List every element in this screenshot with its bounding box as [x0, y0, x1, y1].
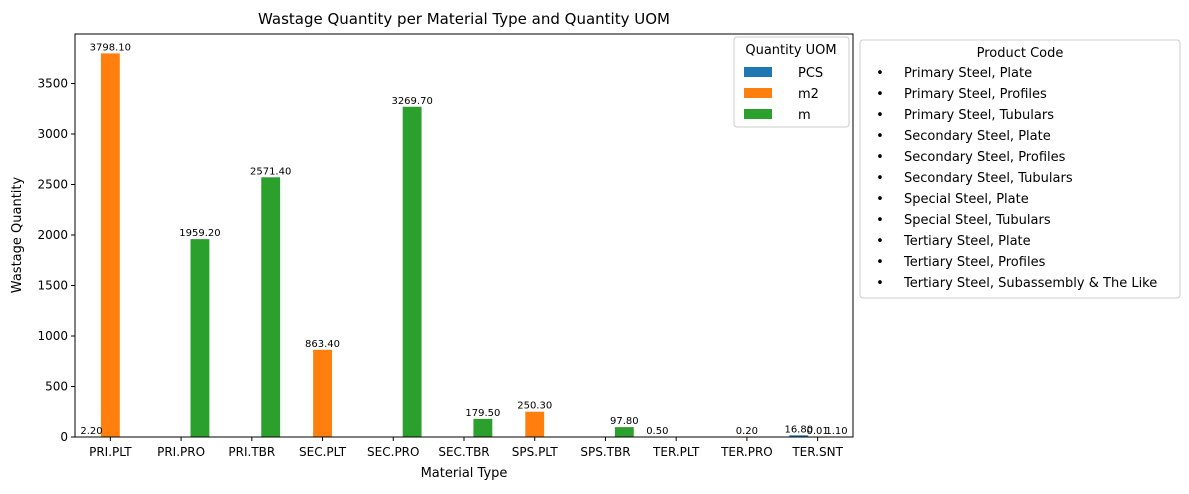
- product-legend-marker: •: [876, 213, 884, 228]
- data-label-sec-plt-m2: 863.40: [305, 339, 340, 350]
- bar-sec-pro-m: [402, 106, 422, 437]
- product-legend-marker: •: [876, 171, 884, 186]
- data-label-sec-pro-m: 3269.70: [391, 96, 432, 107]
- product-legend-marker: •: [876, 255, 884, 270]
- x-tick-label-pri-tbr: PRI.TBR: [228, 445, 275, 459]
- bar-pri-plt-m2: [100, 53, 120, 437]
- bars-layer: [82, 53, 846, 438]
- y-tick-label: 1000: [37, 329, 68, 343]
- y-axis-label: Wastage Quantity: [10, 177, 25, 294]
- x-tick-label-ter-snt: TER.SNT: [791, 445, 843, 459]
- x-tick-label-ter-pro: TER.PRO: [720, 445, 773, 459]
- legend-swatch-m2: [744, 88, 772, 98]
- axes-layer: 0 500 1000 1500 2000 2500 3000 3500 PRI.PLT PRI.P…: [37, 33, 854, 459]
- bar-labels-layer: 2.20 3798.10 1959.20 2571.40 863.40 3269.70 17…: [80, 42, 847, 437]
- data-label-sps-plt-m2: 250.30: [517, 401, 552, 412]
- y-tick-label: 2500: [37, 177, 68, 191]
- y-tick-label: 500: [45, 379, 68, 393]
- data-label-pri-plt-m2: 3798.10: [90, 42, 131, 53]
- legend-swatch-m: [744, 109, 772, 119]
- data-label-pri-tbr-m: 2571.40: [250, 166, 291, 177]
- product-legend-marker: •: [876, 66, 884, 81]
- product-legend-marker: •: [876, 192, 884, 207]
- data-label-ter-snt-m: 1.10: [825, 426, 847, 437]
- bar-sps-tbr-m: [614, 427, 634, 437]
- bar-pri-pro-m: [190, 239, 210, 437]
- product-legend-item: Secondary Steel, Profiles: [904, 150, 1066, 165]
- data-label-ter-snt-m2: 0.01: [807, 426, 829, 437]
- uom-legend-frame: [733, 36, 850, 128]
- y-tick-label: 2000: [37, 228, 68, 242]
- product-legend-frame: [859, 39, 1181, 299]
- product-legend-title: Product Code: [977, 46, 1064, 61]
- x-tick-label-sec-tbr: SEC.TBR: [438, 445, 489, 459]
- data-label-pri-plt-pcs: 2.20: [80, 426, 102, 437]
- x-tick-label-sec-pro: SEC.PRO: [367, 445, 419, 459]
- x-tick-label-sec-plt: SEC.PLT: [299, 445, 347, 459]
- y-tick-label: 3500: [37, 76, 68, 90]
- product-legend-item: Secondary Steel, Plate: [904, 129, 1051, 144]
- data-label-sec-tbr-m: 179.50: [465, 408, 500, 419]
- bar-ter-snt-pcs: [789, 435, 809, 437]
- x-tick-label-sps-tbr: SPS.TBR: [580, 445, 630, 459]
- data-label-ter-plt-pcs: 0.50: [646, 426, 668, 437]
- uom-legend-title: Quantity UOM: [745, 43, 836, 58]
- legend-label-pcs: PCS: [798, 66, 823, 81]
- y-tick-label: 1500: [37, 278, 68, 292]
- product-legend-item: Primary Steel, Profiles: [904, 87, 1047, 102]
- data-label-ter-pro-m2: 0.20: [736, 426, 758, 437]
- product-legend-item: Special Steel, Tubulars: [904, 213, 1051, 228]
- product-legend-marker: •: [876, 87, 884, 102]
- product-legend-item: Special Steel, Plate: [904, 192, 1029, 207]
- product-code-legend: Product Code • Primary Steel, Plate • Prima…: [859, 39, 1181, 299]
- product-legend-marker: •: [876, 276, 884, 291]
- x-tick-label-pri-plt: PRI.PLT: [89, 445, 132, 459]
- x-tick-label-pri-pro: PRI.PRO: [157, 445, 205, 459]
- x-axis-label: Material Type: [421, 466, 508, 481]
- product-legend-marker: •: [876, 234, 884, 249]
- legend-label-m: m: [798, 108, 811, 123]
- data-label-sps-tbr-m: 97.80: [610, 416, 639, 427]
- product-legend-item: Secondary Steel, Tubulars: [904, 171, 1073, 186]
- bar-sec-plt-m2: [313, 349, 332, 437]
- legend-swatch-pcs: [744, 67, 772, 77]
- data-label-ter-snt-pcs: 16.80: [784, 424, 813, 435]
- chart-title: Wastage Quantity per Material Type and Q…: [258, 10, 670, 28]
- bar-pri-tbr-m: [261, 177, 281, 437]
- product-legend-marker: •: [876, 129, 884, 144]
- data-label-pri-pro-m: 1959.20: [179, 228, 220, 239]
- x-tick-label-sps-plt: SPS.PLT: [512, 445, 559, 459]
- y-tick-label: 3000: [37, 127, 68, 141]
- product-legend-item: Primary Steel, Plate: [904, 66, 1032, 81]
- y-tick-label: 0: [60, 430, 68, 444]
- product-legend-item: Tertiary Steel, Plate: [903, 234, 1031, 249]
- product-legend-marker: •: [876, 108, 884, 123]
- bar-sec-tbr-m: [473, 418, 493, 437]
- product-legend-item: Tertiary Steel, Profiles: [903, 255, 1046, 270]
- uom-legend: Quantity UOM PCS m2 m: [733, 36, 850, 128]
- bar-sps-plt-m2: [525, 411, 545, 437]
- product-legend-item: Primary Steel, Tubulars: [904, 108, 1054, 123]
- legend-label-m2: m2: [798, 87, 819, 102]
- product-legend-item: Tertiary Steel, Subassembly & The Like: [903, 276, 1157, 291]
- product-legend-marker: •: [876, 150, 884, 165]
- x-tick-label-ter-plt: TER.PLT: [652, 445, 700, 459]
